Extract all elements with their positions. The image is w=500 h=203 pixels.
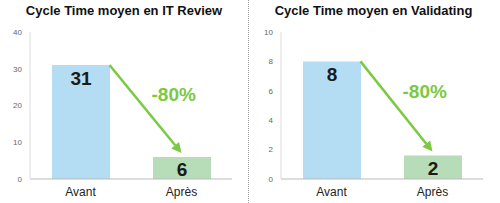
svg-text:Après: Après [166, 185, 197, 199]
svg-text:4: 4 [269, 116, 274, 125]
svg-text:-80%: -80% [403, 81, 447, 102]
svg-text:10: 10 [264, 28, 273, 37]
svg-text:2: 2 [269, 145, 274, 154]
svg-text:8: 8 [327, 64, 338, 85]
svg-text:20: 20 [13, 101, 22, 110]
svg-text:0: 0 [18, 175, 23, 184]
svg-text:6: 6 [269, 87, 274, 96]
svg-text:0: 0 [269, 175, 274, 184]
svg-text:40: 40 [13, 28, 22, 37]
svg-text:31: 31 [70, 68, 92, 89]
svg-text:30: 30 [13, 65, 22, 74]
svg-text:Après: Après [417, 185, 448, 199]
html-text:Cycle Time moyen en IT Review: Cycle Time moyen en IT Review [25, 3, 223, 18]
svg-text:10: 10 [13, 138, 22, 147]
html-text:Cycle Time moyen en Validating: Cycle Time moyen en Validating [274, 3, 473, 18]
svg-text:6: 6 [177, 159, 188, 180]
svg-text:Avant: Avant [65, 185, 96, 199]
svg-text:2: 2 [428, 158, 439, 179]
svg-text:8: 8 [269, 57, 274, 66]
svg-text:Avant: Avant [316, 185, 347, 199]
svg-text:-80%: -80% [152, 84, 196, 105]
